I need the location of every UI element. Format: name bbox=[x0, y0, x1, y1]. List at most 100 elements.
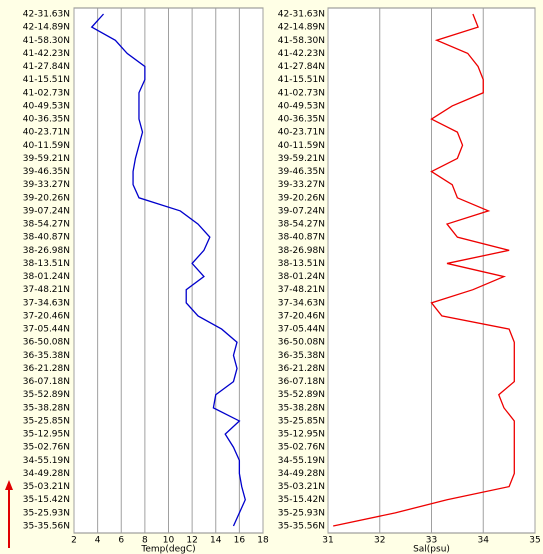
y-tick-label: 36-07.18N bbox=[278, 377, 325, 387]
y-tick-label: 36-35.38N bbox=[278, 351, 325, 361]
profile-line bbox=[90, 13, 246, 527]
y-tick-label: 35-25.93N bbox=[23, 508, 70, 518]
y-tick-label: 41-27.84N bbox=[278, 62, 325, 72]
arrow-head bbox=[5, 480, 13, 490]
x-tick-label: 12 bbox=[186, 536, 197, 546]
y-tick-label: 41-42.23N bbox=[23, 49, 70, 59]
y-tick-label: 39-20.26N bbox=[23, 193, 70, 203]
y-tick-label: 35-52.89N bbox=[23, 390, 70, 400]
y-tick-label: 42-31.63N bbox=[278, 10, 325, 20]
y-tick-label: 36-21.28N bbox=[278, 364, 325, 374]
y-tick-label: 38-40.87N bbox=[23, 233, 70, 243]
y-tick-label: 35-02.76N bbox=[278, 443, 325, 453]
y-tick-label: 41-02.73N bbox=[278, 88, 325, 98]
y-tick-label: 35-38.28N bbox=[23, 403, 70, 413]
x-tick-label: 4 bbox=[95, 536, 101, 546]
x-tick-label: 6 bbox=[118, 536, 124, 546]
y-tick-label: 41-15.51N bbox=[278, 75, 325, 85]
y-tick-label: 35-25.93N bbox=[278, 508, 325, 518]
y-tick-label: 35-52.89N bbox=[278, 390, 325, 400]
y-tick-label: 39-59.21N bbox=[23, 154, 70, 164]
y-tick-label: 36-50.08N bbox=[23, 338, 70, 348]
y-tick-label: 39-33.27N bbox=[278, 180, 325, 190]
y-tick-label: 38-40.87N bbox=[278, 233, 325, 243]
y-tick-label: 34-49.28N bbox=[23, 469, 70, 479]
y-tick-label: 35-38.28N bbox=[278, 403, 325, 413]
y-tick-label: 39-07.24N bbox=[23, 206, 70, 216]
x-tick-label: 18 bbox=[257, 536, 269, 546]
y-tick-label: 34-55.19N bbox=[278, 456, 325, 466]
y-tick-label: 39-33.27N bbox=[23, 180, 70, 190]
y-tick-label: 37-05.44N bbox=[23, 325, 70, 335]
x-tick-label: 33 bbox=[426, 536, 437, 546]
y-tick-label: 36-07.18N bbox=[23, 377, 70, 387]
y-tick-label: 35-03.21N bbox=[278, 482, 325, 492]
y-tick-label: 37-48.21N bbox=[23, 285, 70, 295]
x-axis-label: Sal(psu) bbox=[413, 545, 450, 554]
y-tick-label: 40-11.59N bbox=[278, 141, 325, 151]
y-tick-label: 39-46.35N bbox=[23, 167, 70, 177]
y-tick-label: 35-12.95N bbox=[23, 430, 70, 440]
y-tick-label: 37-20.46N bbox=[23, 311, 70, 321]
y-tick-label: 34-49.28N bbox=[278, 469, 325, 479]
y-tick-label: 40-23.71N bbox=[23, 128, 70, 138]
y-tick-label: 38-54.27N bbox=[23, 220, 70, 230]
y-tick-label: 41-58.30N bbox=[278, 36, 325, 46]
y-tick-label: 40-36.35N bbox=[23, 115, 70, 125]
y-tick-label: 36-21.28N bbox=[23, 364, 70, 374]
y-tick-label: 37-20.46N bbox=[278, 311, 325, 321]
y-tick-label: 34-55.19N bbox=[23, 456, 70, 466]
y-tick-label: 35-15.42N bbox=[23, 495, 70, 505]
y-tick-label: 38-01.24N bbox=[278, 272, 325, 282]
y-tick-label: 38-26.98N bbox=[23, 246, 70, 256]
x-tick-label: 16 bbox=[234, 536, 246, 546]
y-tick-label: 38-01.24N bbox=[23, 272, 70, 282]
x-tick-label: 31 bbox=[322, 536, 333, 546]
x-tick-label: 35 bbox=[529, 536, 540, 546]
y-tick-label: 36-50.08N bbox=[278, 338, 325, 348]
y-tick-label: 36-35.38N bbox=[23, 351, 70, 361]
y-tick-label: 38-13.51N bbox=[23, 259, 70, 269]
y-tick-label: 35-35.56N bbox=[23, 522, 70, 532]
y-tick-label: 40-23.71N bbox=[278, 128, 325, 138]
y-tick-label: 39-07.24N bbox=[278, 206, 325, 216]
y-tick-label: 37-48.21N bbox=[278, 285, 325, 295]
x-tick-label: 32 bbox=[374, 536, 385, 546]
y-tick-label: 35-02.76N bbox=[23, 443, 70, 453]
y-tick-label: 40-36.35N bbox=[278, 115, 325, 125]
y-tick-label: 38-13.51N bbox=[278, 259, 325, 269]
x-axis-label: Temp(degC) bbox=[140, 545, 195, 554]
y-tick-label: 40-49.53N bbox=[23, 101, 70, 111]
y-tick-label: 41-02.73N bbox=[23, 88, 70, 98]
y-tick-label: 40-11.59N bbox=[23, 141, 70, 151]
y-tick-label: 41-27.84N bbox=[23, 62, 70, 72]
x-tick-label: 8 bbox=[142, 536, 148, 546]
y-tick-label: 35-35.56N bbox=[278, 522, 325, 532]
y-tick-label: 35-15.42N bbox=[278, 495, 325, 505]
y-tick-label: 41-15.51N bbox=[23, 75, 70, 85]
y-tick-label: 35-12.95N bbox=[278, 430, 325, 440]
y-tick-label: 37-34.63N bbox=[278, 298, 325, 308]
y-tick-label: 35-25.85N bbox=[23, 416, 70, 426]
y-tick-label: 35-03.21N bbox=[23, 482, 70, 492]
y-tick-label: 42-14.89N bbox=[278, 23, 325, 33]
y-tick-label: 40-49.53N bbox=[278, 101, 325, 111]
y-tick-label: 37-34.63N bbox=[23, 298, 70, 308]
y-tick-label: 39-20.26N bbox=[278, 193, 325, 203]
x-tick-label: 34 bbox=[478, 536, 490, 546]
profile-line bbox=[333, 13, 515, 527]
y-tick-label: 37-05.44N bbox=[278, 325, 325, 335]
y-tick-label: 42-31.63N bbox=[23, 10, 70, 20]
x-tick-label: 2 bbox=[71, 536, 77, 546]
y-tick-label: 39-59.21N bbox=[278, 154, 325, 164]
y-tick-label: 42-14.89N bbox=[23, 23, 70, 33]
y-tick-label: 38-54.27N bbox=[278, 220, 325, 230]
y-tick-label: 38-26.98N bbox=[278, 246, 325, 256]
y-tick-label: 41-42.23N bbox=[278, 49, 325, 59]
x-tick-label: 14 bbox=[210, 536, 222, 546]
y-tick-label: 35-25.85N bbox=[278, 416, 325, 426]
y-tick-label: 41-58.30N bbox=[23, 36, 70, 46]
x-tick-label: 10 bbox=[163, 536, 175, 546]
y-tick-label: 39-46.35N bbox=[278, 167, 325, 177]
